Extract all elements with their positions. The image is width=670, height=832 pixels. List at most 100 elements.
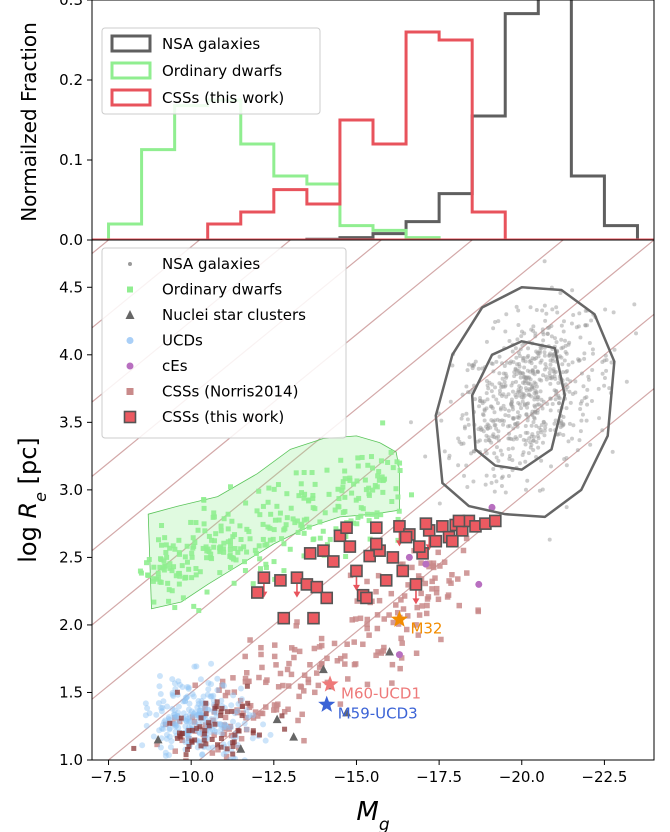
dwarf-point: [257, 556, 263, 562]
hist-legend-swatch: [110, 61, 152, 80]
ucd-point: [181, 698, 188, 705]
norris-point: [352, 616, 359, 622]
legend-label: Ordinary dwarfs: [162, 281, 282, 299]
ucd-point: [250, 712, 257, 719]
dwarf-point: [364, 511, 370, 517]
dwarf-point: [294, 518, 300, 524]
legend-swatch: [127, 286, 133, 293]
ucd-point: [229, 718, 236, 725]
nsa-point: [459, 416, 464, 421]
norris-point: [312, 689, 318, 696]
ucd-point: [171, 720, 178, 727]
nsa-point: [509, 397, 514, 402]
ucd-point: [213, 729, 220, 736]
norris-point: [232, 732, 238, 738]
norris-point: [393, 602, 399, 608]
norris-point: [400, 561, 406, 567]
css-point: [446, 534, 459, 548]
nsa-point: [519, 329, 524, 334]
nsa-point: [542, 428, 547, 433]
ucd-point: [186, 715, 193, 722]
nsa-point: [582, 356, 587, 361]
dwarf-point: [183, 575, 189, 581]
nsa-point: [507, 338, 512, 343]
dwarf-point: [281, 568, 287, 574]
nsa-point: [564, 406, 569, 411]
ucd-point: [198, 697, 205, 704]
dwarf-point: [188, 519, 194, 525]
nsa-point: [578, 335, 583, 340]
dwarf-point: [229, 555, 235, 561]
ucd-point: [170, 693, 177, 700]
norris-point: [289, 645, 295, 651]
dwarf-point: [157, 564, 163, 570]
nsa-point: [502, 363, 507, 368]
ucd-point: [214, 675, 221, 682]
nsa-point: [535, 369, 540, 374]
dwarf-point: [369, 511, 375, 517]
dwarf-point: [354, 478, 360, 484]
dwarf-point: [327, 536, 333, 542]
norris-point: [319, 660, 325, 667]
ytick-label: 2.5: [59, 548, 83, 566]
nsa-point: [539, 358, 544, 363]
scatter-panel: M32 M60-UCD1 M59-UCD3 −7.5 −10.0 −12.5 −15.0 −…: [14, 239, 655, 832]
norris-point: [429, 578, 435, 585]
nsa-point: [611, 310, 616, 315]
ucd-point: [186, 711, 193, 718]
norris-point: [435, 596, 442, 603]
norris-point: [174, 689, 180, 695]
norris-point: [215, 746, 221, 753]
css-point: [310, 580, 324, 594]
nsa-point: [596, 386, 601, 391]
ucd-point: [188, 722, 195, 729]
ucd-point: [205, 686, 212, 693]
nsa-point: [548, 358, 553, 363]
nsa-point: [494, 445, 499, 450]
norris-point: [174, 735, 180, 741]
dwarf-point: [155, 570, 161, 576]
nsa-point: [539, 422, 544, 427]
norris-point: [250, 715, 257, 721]
norris-point: [192, 728, 198, 734]
dwarf-point: [356, 495, 362, 501]
nsa-point: [539, 458, 544, 463]
nsa-point: [533, 334, 538, 339]
ucd-point: [158, 725, 165, 732]
ucd-point: [146, 710, 153, 717]
dwarf-point: [355, 455, 361, 461]
ucd-point: [167, 744, 174, 751]
ucd-point: [223, 724, 230, 731]
dwarf-point: [206, 533, 212, 539]
nsa-point: [582, 396, 587, 401]
nsa-point: [482, 408, 487, 413]
nsa-point: [495, 401, 500, 406]
dwarf-point: [163, 549, 169, 555]
dwarf-point: [257, 512, 263, 518]
dwarf-point: [254, 508, 260, 514]
ucd-point: [165, 714, 172, 721]
dwarf-point: [201, 521, 207, 527]
nsa-point: [553, 397, 558, 402]
nsa-point: [600, 371, 605, 376]
nsa-point: [573, 379, 578, 384]
norris-point: [202, 722, 209, 728]
norris-point: [243, 726, 250, 733]
nsa-point: [500, 376, 505, 381]
ucd-point: [162, 749, 169, 756]
legend-label: UCDs: [162, 332, 203, 350]
nsa-point: [540, 308, 545, 313]
dwarf-point: [209, 556, 215, 562]
norris-point: [246, 704, 253, 711]
norris-point: [375, 649, 381, 655]
ucd-point: [249, 735, 256, 742]
ucd-point: [213, 709, 220, 716]
nsa-point: [553, 392, 558, 397]
ucd-point: [156, 727, 163, 734]
nsa-point: [526, 415, 531, 420]
ucd-point: [169, 705, 176, 712]
dwarf-point: [299, 521, 305, 527]
ucd-point: [207, 693, 214, 700]
ucd-point: [237, 685, 244, 692]
norris-point: [295, 717, 301, 724]
